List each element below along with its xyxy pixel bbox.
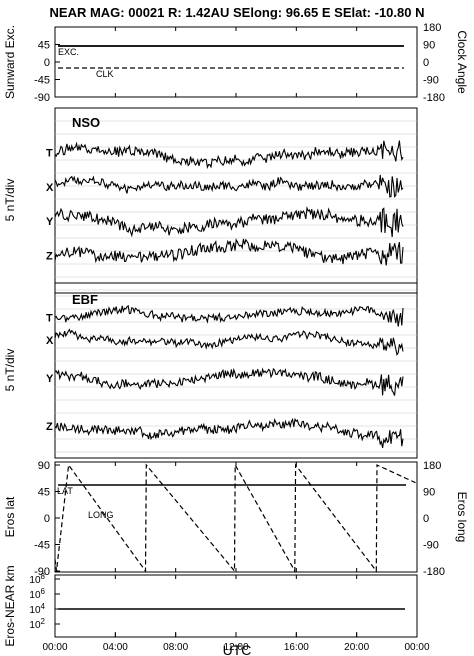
trace-t	[54, 140, 404, 170]
x-tick-label: 04:00	[103, 642, 128, 653]
x-tick-label: 16:00	[284, 642, 309, 653]
ebf-ylabel: 5 nT/div	[3, 349, 17, 392]
trace-label-z: Z	[46, 251, 53, 263]
sunward-panel: EXC. CLK Sunward Exc. Clock Angle 45 0 -45…	[3, 22, 469, 104]
clock-angle-ylabel: Clock Angle	[455, 30, 469, 94]
clock-ytick-label: 90	[423, 40, 435, 52]
nso-ylabel: 5 nT/div	[3, 179, 17, 222]
eros-lat-ytick-label: -90	[34, 566, 50, 578]
long-line	[54, 462, 416, 574]
x-tick-label: 00:00	[42, 642, 67, 653]
sunward-ytick-label: -45	[34, 75, 50, 87]
clock-ytick-label: 180	[423, 22, 441, 34]
eros-lat-ytick-label: 90	[38, 460, 50, 472]
range-ytick-label: 104	[29, 602, 45, 616]
exc-label: EXC.	[58, 47, 79, 57]
eros-lat-ytick-label: -45	[34, 540, 50, 552]
x-tick-label: 12:00	[223, 642, 248, 653]
trace-z	[54, 417, 404, 449]
trace-label-y: Y	[46, 216, 54, 228]
range-ytick-label: 106	[29, 587, 45, 601]
trace-x	[54, 174, 404, 198]
trace-x	[54, 328, 404, 356]
eros-lat-ytick-label: 0	[44, 513, 50, 525]
clk-label: CLK	[96, 69, 114, 79]
range-ytick-label: 108	[29, 572, 45, 586]
ebf-panel: EBF 5 nT/div TX Y Z	[3, 282, 418, 459]
x-tick-label: 20:00	[344, 642, 369, 653]
trace-z	[54, 238, 404, 266]
eros-long-ytick-label: 0	[423, 513, 429, 525]
sunward-ytick-label: 45	[38, 40, 50, 52]
eros-long-ylabel: Eros long	[455, 492, 469, 543]
nso-panel-title: NSO	[72, 115, 100, 130]
sunward-ytick-label: -90	[34, 92, 50, 104]
eros-lat-ytick-label: 45	[38, 487, 50, 499]
clock-ytick-label: -180	[423, 92, 445, 104]
sunward-ylabel: Sunward Exc.	[3, 25, 17, 99]
trace-y	[54, 205, 404, 238]
trace-label-x: X	[46, 182, 54, 194]
range-ylabel: Eros-NEAR km	[3, 565, 17, 646]
eros-lat-ylabel: Eros lat	[3, 496, 17, 537]
range-frame	[54, 574, 418, 638]
range-ytick-label: 102	[29, 617, 45, 631]
ebf-panel-title: EBF	[72, 292, 98, 307]
figure-title: NEAR MAG: 00021 R: 1.42AU SElong: 96.65 …	[50, 5, 425, 20]
trace-label-t: T	[46, 312, 53, 324]
nso-frame	[54, 107, 418, 294]
ebf-frame	[54, 282, 418, 459]
x-axis-label: UTC	[223, 642, 252, 656]
x-tick-label: 00:00	[404, 642, 429, 653]
trace-label-t: T	[46, 147, 53, 159]
clock-ytick-label: 0	[423, 57, 429, 69]
eros-long-ytick-label: 180	[423, 460, 441, 472]
eros-long-ytick-label: -180	[423, 566, 445, 578]
long-label: LONG	[88, 510, 114, 520]
trace-y	[54, 367, 404, 396]
trace-t	[54, 304, 404, 327]
trace-label-x: X	[46, 335, 54, 347]
sunward-ytick-label: 0	[44, 57, 50, 69]
nso-panel: NSO 5 nT/div T X Y Z	[3, 107, 418, 294]
clock-ytick-label: -90	[423, 75, 439, 87]
x-axis: 00:00 04:00 08:00 12:00 16:00 20:00 00:00	[42, 632, 430, 653]
x-tick-label: 08:00	[163, 642, 188, 653]
sunward-frame	[54, 26, 418, 98]
lat-label: LAT	[57, 486, 73, 496]
trace-label-y: Y	[46, 373, 54, 385]
trace-label-z: Z	[46, 421, 53, 433]
eros-long-ytick-label: -90	[423, 540, 439, 552]
eros-long-ytick-label: 90	[423, 487, 435, 499]
eros-panel: LAT LONG Eros lat Eros long 90 45 0 -45 -90 1…	[3, 460, 469, 578]
